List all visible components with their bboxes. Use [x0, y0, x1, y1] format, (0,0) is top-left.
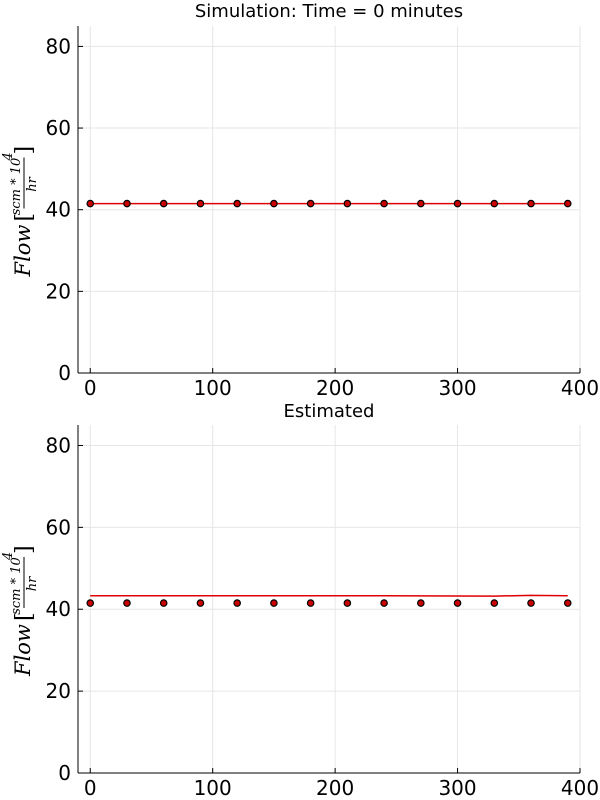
data-point	[306, 199, 315, 208]
chart-title: Simulation: Time = 0 minutes	[195, 1, 463, 22]
y-axis-label-close-bracket: ]	[12, 146, 37, 155]
data-point	[233, 199, 241, 208]
y-tick-label: 0	[58, 361, 71, 385]
gridlines	[78, 26, 581, 374]
data-point	[159, 199, 168, 208]
x-tick-label: 200	[316, 376, 354, 400]
y-axis-label-close-bracket: ]	[12, 545, 37, 554]
data-point	[270, 599, 278, 607]
y-axis-label-numerator: scm * 10	[9, 557, 24, 615]
x-tick-label: 300	[438, 776, 476, 800]
y-axis-label-denominator: hr	[25, 576, 40, 591]
data-point	[86, 599, 95, 607]
data-point	[563, 199, 572, 208]
y-axis-label: Flow [scm * 104 hr]	[1, 545, 40, 677]
data-point	[490, 199, 499, 208]
data-point	[417, 599, 425, 607]
data-point	[196, 199, 205, 208]
y-tick-label: 0	[58, 761, 71, 785]
x-tick-label: 100	[194, 376, 232, 400]
data-point	[380, 599, 388, 607]
x-tick-label: 0	[84, 776, 97, 800]
data-point	[527, 199, 535, 208]
y-axis-label-exponent: 4	[1, 152, 16, 161]
y-axis-label-main: Flow	[11, 225, 35, 278]
x-tick-label: 200	[316, 776, 354, 800]
chart-title: Estimated	[284, 401, 375, 422]
chart-panel-1: 0 100 200 300 400 0 20 40 60 80 Simulation: Time =…	[1, 1, 599, 400]
data-point	[490, 599, 499, 607]
series-line	[90, 594, 568, 597]
data-point	[123, 599, 131, 607]
y-tick-label: 40	[46, 597, 71, 621]
gridlines	[78, 425, 581, 774]
x-tick-label: 400	[561, 376, 599, 400]
data-point	[86, 199, 95, 208]
y-axis-label: Flow [scm * 104 hr]	[1, 146, 40, 278]
data-point	[453, 599, 462, 607]
y-tick-label: 20	[46, 679, 71, 703]
x-tick-label: 300	[438, 376, 476, 400]
y-tick-label: 80	[46, 34, 71, 58]
y-tick-label: 40	[46, 198, 71, 222]
y-tick-label: 60	[46, 515, 71, 539]
y-axis-label-exponent: 4	[1, 552, 16, 561]
data-point	[233, 599, 241, 607]
y-axis-label-open-bracket: [	[12, 612, 37, 621]
data-point	[159, 599, 168, 607]
data-point	[196, 599, 205, 607]
x-tick-label: 100	[194, 776, 232, 800]
data-point	[380, 199, 388, 208]
data-point	[453, 199, 462, 208]
x-tick-label: 0	[84, 376, 97, 400]
data-point	[123, 199, 131, 208]
data-point	[306, 599, 315, 607]
data-point	[343, 199, 352, 208]
data-point	[343, 599, 352, 607]
data-point	[270, 199, 278, 208]
y-axis-label-main: Flow	[11, 624, 35, 677]
chart-panel-2: 0 100 200 300 400 0 20 40 60 80 Estimated Flow [scm …	[1, 401, 599, 800]
y-tick-label: 60	[46, 116, 71, 140]
data-point	[417, 199, 425, 208]
y-axis-label-denominator: hr	[25, 176, 40, 191]
y-axis-label-open-bracket: [	[12, 213, 37, 222]
y-tick-label: 80	[46, 433, 71, 457]
data-point	[563, 599, 572, 607]
y-tick-label: 20	[46, 279, 71, 303]
x-tick-label: 400	[561, 776, 599, 800]
data-point	[527, 599, 535, 607]
y-axis-label-numerator: scm * 10	[9, 158, 24, 216]
